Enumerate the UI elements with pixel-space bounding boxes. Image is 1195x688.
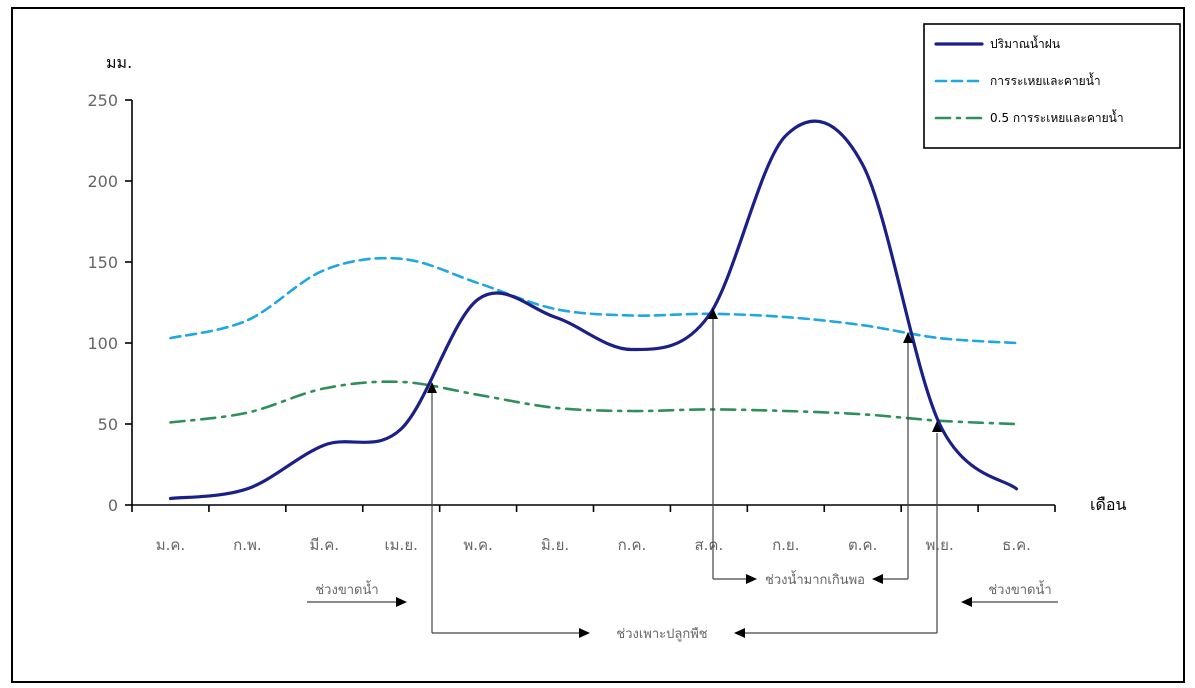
dry-period-left-label: ช่วงขาดน้ำ — [315, 580, 378, 598]
y-tick-label: 200 — [87, 172, 118, 191]
x-tick-label: ส.ค. — [695, 536, 724, 554]
x-tick-label: มิ.ย. — [541, 536, 569, 554]
y-tick-label: 0 — [108, 496, 118, 515]
x-tick-label: ม.ค. — [156, 536, 185, 554]
y-tick-label: 150 — [87, 253, 118, 272]
growing-end-arrow — [932, 421, 942, 432]
x-tick-label: พ.ค. — [463, 536, 492, 554]
surplus-period-label: ช่วงน้ำมากเกินพอ — [765, 570, 865, 588]
y-tick-label: 250 — [87, 91, 118, 110]
dry-period-right-label: ช่วงขาดน้ำ — [988, 580, 1051, 598]
growing-left-arrow — [579, 628, 590, 638]
growing-season-label: ช่วงเพาะปลูกพืช — [616, 626, 707, 642]
y-tick-label: 50 — [98, 415, 118, 434]
surplus-start-arrow — [708, 308, 718, 319]
y-axis-ticks: 0 50 100 150 200 250 — [87, 91, 132, 515]
series-layer — [168, 119, 1019, 501]
x-tick-label: พ.ย. — [926, 536, 954, 554]
y-tick-label: 100 — [87, 334, 118, 353]
growing-start-arrow — [427, 382, 437, 393]
x-tick-label: ธ.ค. — [1002, 536, 1031, 554]
series-line-1 — [168, 119, 1019, 501]
x-tick-label: ต.ค. — [848, 536, 877, 554]
surplus-right-arrow — [872, 574, 883, 584]
growing-right-arrow — [734, 628, 745, 638]
x-axis-unit-label: เดือน — [1090, 495, 1126, 514]
x-axis-ticks: ม.ค. ก.พ. มี.ค. เม.ย. พ.ค. มิ.ย. ก.ค. ส.ค. ก.ย. ต… — [131, 505, 1056, 554]
x-tick-label: ก.ย. — [772, 536, 799, 554]
x-tick-label: มี.ค. — [310, 536, 339, 554]
series-line-3 — [169, 380, 1018, 426]
dry-right-arrow — [961, 597, 972, 607]
dry-left-arrow — [396, 597, 407, 607]
x-tick-label: ก.พ. — [233, 536, 262, 554]
x-tick-label: เม.ย. — [385, 536, 418, 554]
legend-label: ปริมาณน้ำฝน — [990, 35, 1060, 51]
series-line-2 — [169, 256, 1018, 345]
y-axis-unit-label: มม. — [106, 53, 132, 72]
legend-label: การระเหยและคายน้ำ — [990, 72, 1101, 88]
surplus-end-arrow — [903, 332, 913, 343]
annotation-layer: ช่วงเพาะปลูกพืช ช่วงน้ำมากเกินพอช่วงขาดน้… — [307, 308, 1058, 642]
x-tick-label: ก.ค. — [618, 536, 647, 554]
surplus-left-arrow — [746, 574, 757, 584]
legend-label: 0.5 การระเหยและคายน้ำ — [990, 109, 1124, 125]
